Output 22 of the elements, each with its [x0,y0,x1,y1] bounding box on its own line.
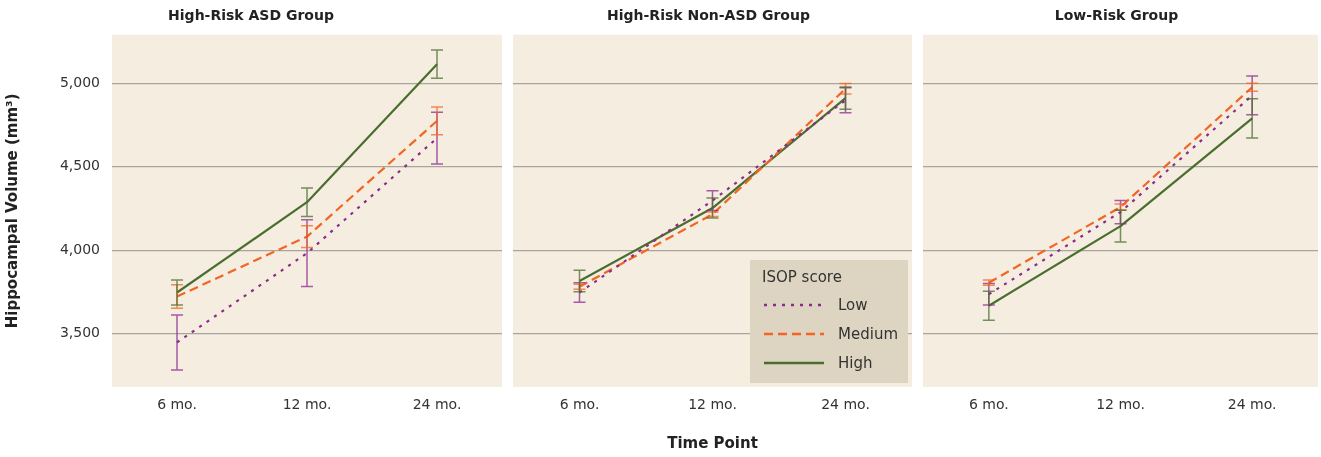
chart-title: Low-Risk Group [1054,7,1179,24]
y-tick-label: 4,000 [59,240,100,257]
legend-label: Medium [838,324,898,343]
x-tick-label: 12 mo. [688,396,737,413]
y-axis-title: Hippocampal Volume (mm³) [2,93,21,329]
x-tick-label: 6 mo. [157,396,197,413]
x-tick-label: 6 mo. [559,396,600,413]
legend-label: Low [838,295,868,314]
x-tick-label: 6 mo. [968,396,1009,413]
x-tick-label: 12 mo. [282,396,332,413]
x-axis-title: Time Point [667,433,758,452]
chart-title: High-Risk Non-ASD Group [607,7,810,24]
y-tick-label: 4,500 [59,157,100,174]
x-tick-label: 12 mo. [1096,396,1145,413]
legend-title: ISOP score [762,268,843,286]
y-tick-label: 5,000 [59,73,100,90]
x-tick-label: 24 mo. [412,396,462,413]
legend-label: High [838,353,873,372]
y-tick-label: 3,500 [59,324,100,341]
x-tick-label: 24 mo. [1227,396,1277,413]
chart-title: High-Risk ASD Group [168,7,334,24]
x-tick-label: 24 mo. [821,396,870,413]
